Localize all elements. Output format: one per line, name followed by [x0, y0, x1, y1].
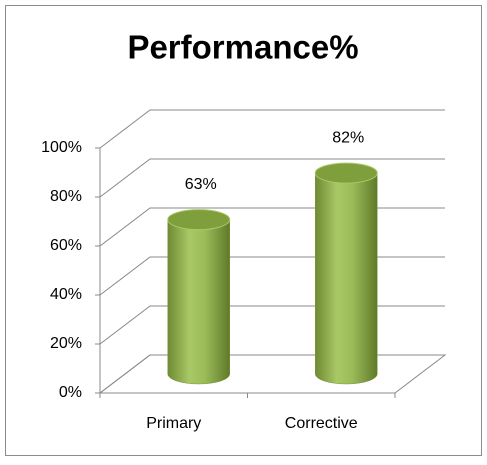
y-tick-label: 40%	[50, 286, 82, 303]
bar	[315, 172, 378, 385]
grid-line	[99, 109, 445, 149]
y-tick-label: 100%	[41, 139, 82, 156]
grid-line	[99, 158, 445, 198]
y-tick-label: 20%	[50, 335, 82, 352]
bar-top	[167, 209, 231, 231]
y-tick-label: 60%	[50, 237, 82, 254]
bar-top	[314, 162, 378, 184]
chart-title: Performance%	[127, 29, 358, 66]
y-tick-label: 80%	[50, 188, 82, 205]
x-tick-label: Primary	[146, 415, 201, 432]
x-tick-label: Corrective	[285, 415, 358, 432]
y-tick-label: 0%	[59, 384, 82, 401]
chart-border	[5, 5, 482, 456]
value-label: 82%	[332, 129, 364, 146]
value-label: 63%	[185, 176, 217, 193]
bar	[167, 219, 230, 385]
